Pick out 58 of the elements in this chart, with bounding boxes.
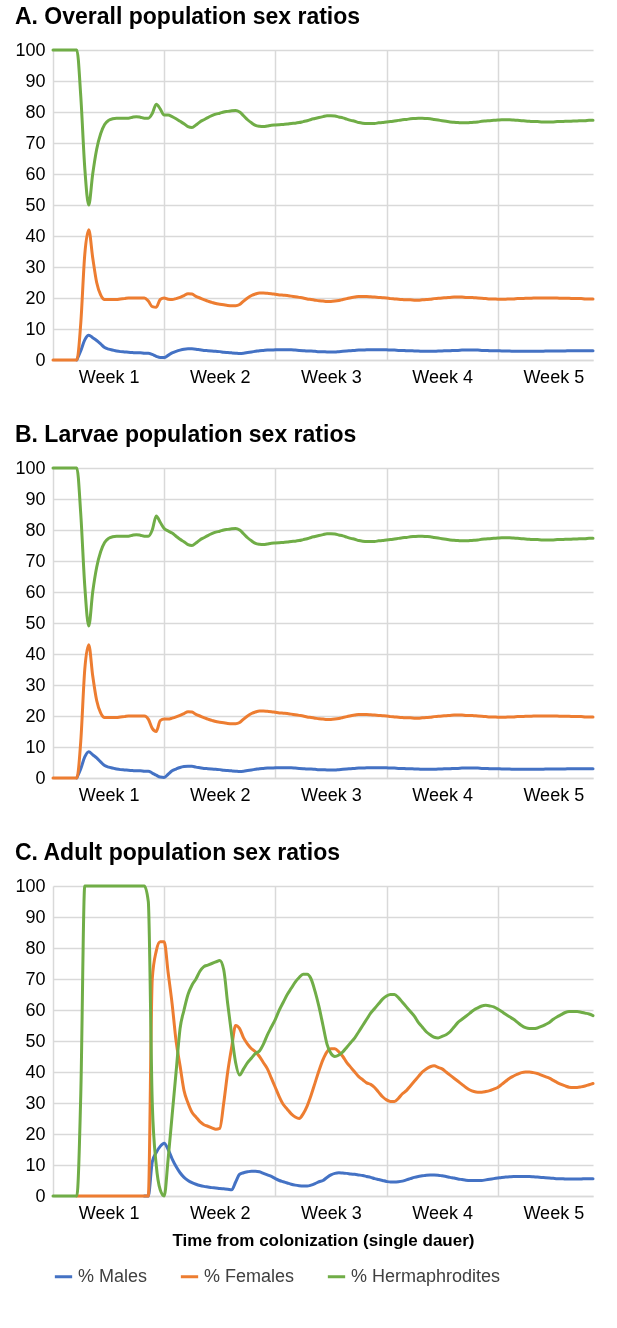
y-tick-label: 70 (25, 132, 46, 153)
y-tick-label: 50 (25, 612, 46, 633)
chart-title: C. Adult population sex ratios (14, 839, 340, 865)
x-tick-label: Week 4 (412, 1202, 473, 1223)
y-tick-label: 70 (25, 550, 46, 571)
y-tick-label: 100 (15, 457, 46, 478)
y-tick-label: 30 (25, 674, 46, 695)
y-tick-label: 0 (35, 767, 46, 788)
y-tick-label: 30 (25, 1092, 46, 1113)
line-series (75, 750, 595, 780)
x-tick-label: Week 5 (523, 1202, 585, 1223)
line-series (75, 333, 595, 362)
y-tick-label: 50 (25, 194, 46, 215)
x-tick-label: Week 3 (301, 366, 362, 387)
x-tick-label: Week 3 (301, 784, 362, 805)
chart-title: A. Overall population sex ratios (14, 3, 361, 29)
y-tick-label: 10 (25, 318, 46, 339)
y-tick-label: 90 (25, 70, 46, 91)
y-tick-label: 100 (15, 39, 46, 60)
x-axis-title: Time from colonization (single dauer) (172, 1230, 475, 1250)
y-tick-label: 40 (25, 1061, 46, 1082)
y-tick-label: 10 (25, 1154, 46, 1175)
y-tick-label: 60 (25, 163, 46, 184)
x-tick-label: Week 2 (189, 1202, 251, 1223)
legend-label: % Hermaphrodites (351, 1265, 501, 1286)
y-tick-label: 100 (15, 875, 46, 896)
x-tick-label: Week 5 (523, 784, 585, 805)
line-series (51, 884, 595, 1198)
y-tick-label: 60 (25, 581, 46, 602)
y-tick-label: 10 (25, 736, 46, 757)
y-tick-label: 70 (25, 968, 46, 989)
y-tick-label: 30 (25, 256, 46, 277)
y-tick-label: 0 (35, 349, 46, 370)
x-tick-label: Week 1 (78, 784, 140, 805)
y-tick-label: 20 (25, 287, 46, 308)
y-tick-label: 80 (25, 519, 46, 540)
x-tick-label: Week 4 (412, 366, 473, 387)
y-tick-label: 80 (25, 937, 46, 958)
chart-title: B. Larvae population sex ratios (14, 421, 357, 447)
y-tick-label: 20 (25, 705, 46, 726)
y-tick-label: 90 (25, 488, 46, 509)
x-tick-label: Week 1 (78, 1202, 140, 1223)
y-tick-label: 20 (25, 1123, 46, 1144)
x-tick-label: Week 5 (523, 366, 585, 387)
y-tick-label: 90 (25, 906, 46, 927)
y-tick-label: 60 (25, 999, 46, 1020)
y-tick-label: 40 (25, 225, 46, 246)
y-tick-label: 50 (25, 1030, 46, 1051)
x-tick-label: Week 2 (189, 784, 251, 805)
x-tick-label: Week 1 (78, 366, 140, 387)
legend-label: % Females (204, 1265, 295, 1286)
x-tick-label: Week 2 (189, 366, 251, 387)
legend-label: % Males (78, 1265, 148, 1286)
y-tick-label: 0 (35, 1185, 46, 1206)
x-tick-label: Week 3 (301, 1202, 362, 1223)
y-tick-label: 80 (25, 101, 46, 122)
x-tick-label: Week 4 (412, 784, 473, 805)
y-tick-label: 40 (25, 643, 46, 664)
